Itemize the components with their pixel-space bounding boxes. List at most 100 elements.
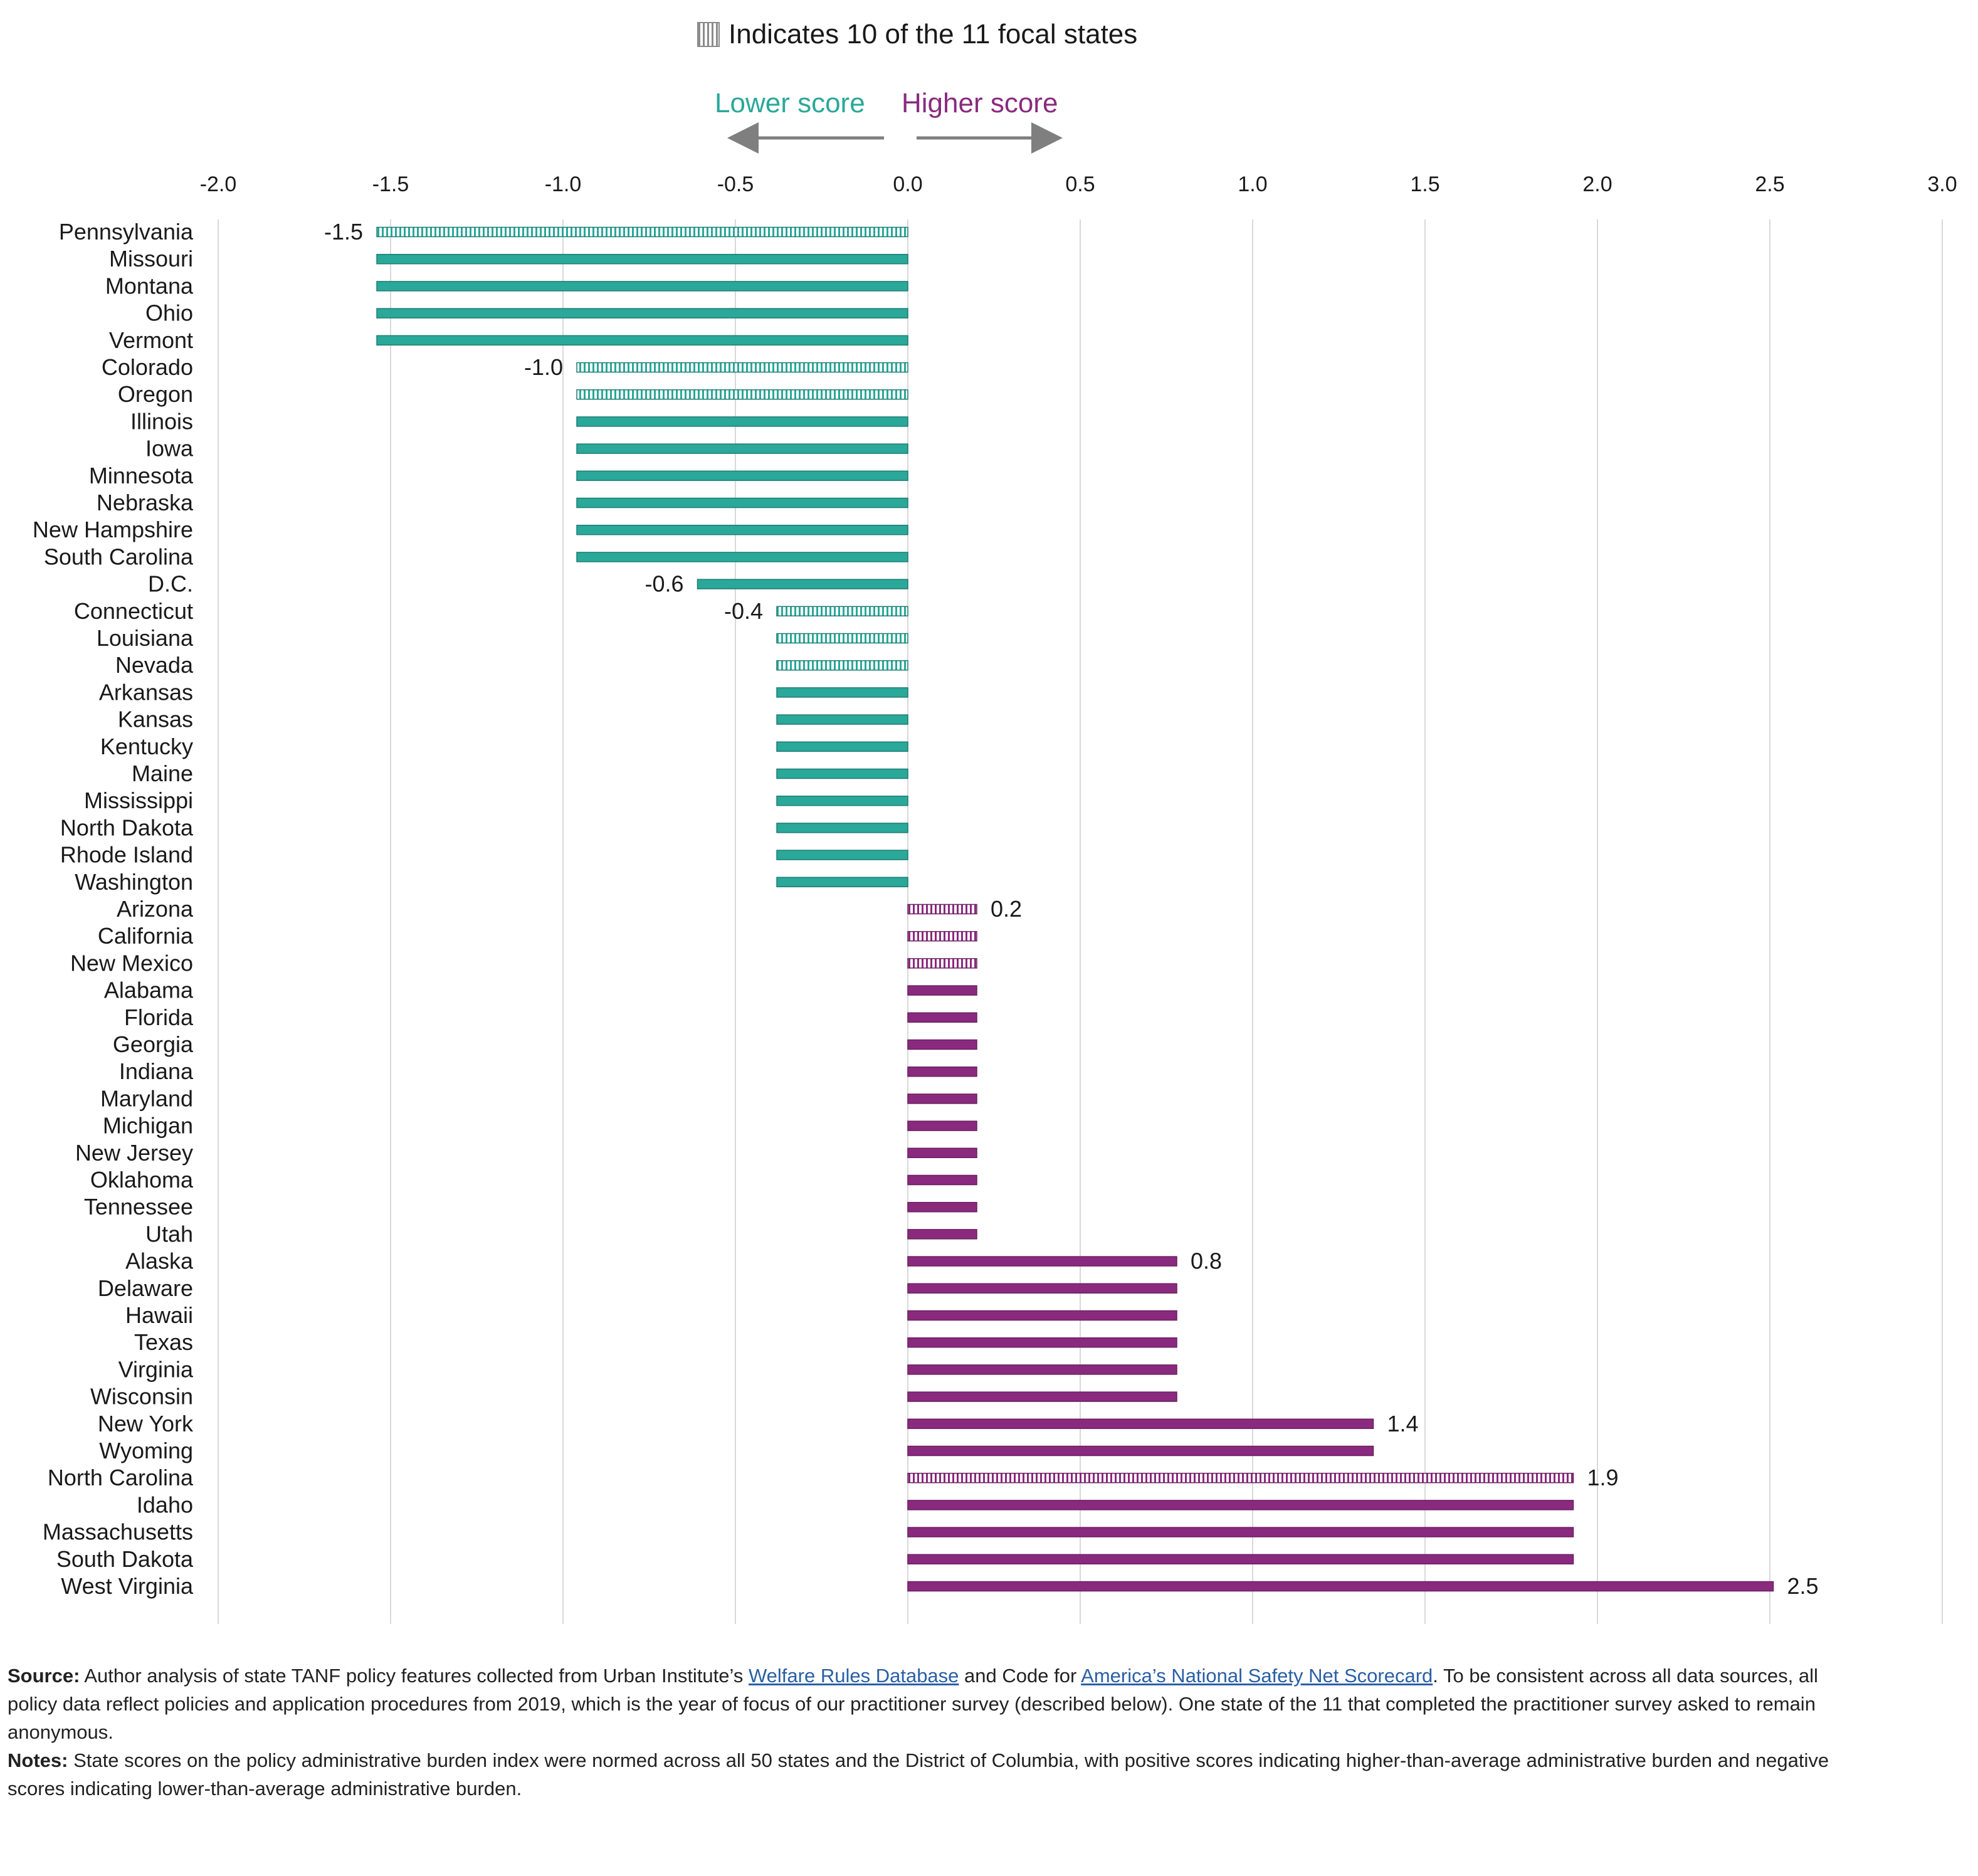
state-label: Rhode Island bbox=[60, 842, 193, 868]
state-label: Missouri bbox=[109, 246, 193, 271]
bar-arkansas bbox=[776, 687, 908, 698]
welfare-rules-database-link[interactable]: Welfare Rules Database bbox=[748, 1665, 959, 1687]
state-label: Virginia bbox=[118, 1356, 194, 1382]
bar-louisiana bbox=[776, 633, 908, 644]
bar-massachusetts bbox=[907, 1527, 1574, 1537]
data-label: 0.8 bbox=[1191, 1248, 1222, 1274]
state-label: West Virginia bbox=[61, 1573, 194, 1599]
bar-arizona bbox=[907, 904, 977, 915]
bar-hawaii bbox=[907, 1310, 1177, 1321]
bar-illinois bbox=[576, 416, 908, 427]
source-text-3: . To be consistent across all data sourc… bbox=[8, 1665, 1818, 1743]
data-label: -0.6 bbox=[644, 571, 683, 597]
data-label: 2.5 bbox=[1787, 1573, 1819, 1599]
bar-minnesota bbox=[576, 470, 908, 482]
state-label: Arizona bbox=[117, 896, 194, 922]
focal-states-legend: Indicates 10 of the 11 focal states bbox=[697, 13, 1137, 56]
data-label: 0.2 bbox=[991, 896, 1022, 922]
state-label: North Carolina bbox=[48, 1465, 194, 1490]
state-label: North Dakota bbox=[60, 814, 194, 840]
bar-california bbox=[907, 930, 977, 942]
bar-chart: -2.0 -1.5 -1.0 -0.5 0.0 0.5 1.0 1.5 2.0 2.5 3.0 Pe… bbox=[33, 122, 1957, 1624]
state-label: Indiana bbox=[119, 1058, 194, 1084]
state-label: Georgia bbox=[113, 1031, 194, 1057]
state-label: Kansas bbox=[118, 707, 193, 732]
bar-new-york bbox=[907, 1418, 1374, 1430]
bar-alaska bbox=[907, 1256, 1177, 1267]
data-label: 1.4 bbox=[1387, 1411, 1419, 1436]
bar-oregon bbox=[576, 389, 908, 400]
bar-virginia bbox=[907, 1364, 1177, 1375]
safety-net-scorecard-link[interactable]: America’s National Safety Net Scorecard bbox=[1081, 1665, 1433, 1687]
state-label: Illinois bbox=[130, 408, 193, 434]
state-label: New Mexico bbox=[70, 950, 193, 976]
bar-maine bbox=[776, 768, 908, 779]
state-label: Texas bbox=[134, 1329, 193, 1355]
notes-label: Notes: bbox=[8, 1749, 68, 1771]
bar-new-mexico bbox=[907, 958, 977, 969]
source-label: Source: bbox=[8, 1665, 80, 1687]
state-label: Florida bbox=[124, 1004, 194, 1030]
state-label: Maryland bbox=[100, 1085, 193, 1111]
state-label: South Carolina bbox=[44, 544, 194, 569]
bar-south-carolina bbox=[576, 552, 908, 562]
higher-score-label: Higher score bbox=[902, 88, 1058, 119]
bar-idaho bbox=[907, 1500, 1574, 1510]
state-label: Michigan bbox=[103, 1113, 193, 1139]
x-tick-label: -1.5 bbox=[372, 172, 409, 196]
state-label: Iowa bbox=[145, 436, 194, 461]
state-label: New Jersey bbox=[75, 1140, 193, 1166]
notes-text: State scores on the policy administrativ… bbox=[8, 1749, 1829, 1800]
data-labels: -1.5 -1.0 -0.6 -0.4 0.2 0.8 1.4 1.9 2.5 bbox=[324, 219, 1819, 1599]
data-label: -0.4 bbox=[724, 598, 763, 624]
source-paragraph: Source: Author analysis of state TANF po… bbox=[8, 1662, 1851, 1746]
state-label: Tennessee bbox=[84, 1194, 193, 1220]
bar-tennessee bbox=[907, 1201, 977, 1213]
state-label: Connecticut bbox=[74, 598, 193, 624]
state-label: Wisconsin bbox=[90, 1384, 193, 1410]
bar-west-virginia bbox=[907, 1581, 1774, 1592]
x-tick-label: 3.0 bbox=[1927, 172, 1957, 196]
bar-ohio bbox=[376, 308, 908, 319]
state-label: Maine bbox=[132, 761, 193, 786]
state-label: Alaska bbox=[125, 1248, 194, 1274]
hatch-swatch-icon bbox=[697, 22, 720, 47]
x-tick-label: 0.0 bbox=[893, 172, 922, 196]
bar-florida bbox=[907, 1012, 977, 1023]
lower-score-label: Lower score bbox=[715, 88, 865, 119]
x-tick-label: -0.5 bbox=[717, 172, 754, 196]
bar-new-hampshire bbox=[576, 524, 908, 535]
bar-colorado bbox=[576, 362, 908, 373]
state-label: Pennsylvania bbox=[59, 219, 194, 245]
x-tick-label: -2.0 bbox=[200, 172, 237, 196]
state-label: Mississippi bbox=[84, 788, 193, 813]
state-label: Arkansas bbox=[99, 679, 193, 705]
state-label: California bbox=[98, 923, 194, 949]
bar-utah bbox=[907, 1229, 977, 1240]
bar-iowa bbox=[576, 443, 908, 454]
state-label: New York bbox=[98, 1411, 194, 1436]
bar-michigan bbox=[907, 1120, 977, 1131]
state-label: Alabama bbox=[104, 978, 194, 1003]
state-label: Oklahoma bbox=[90, 1167, 194, 1193]
bar-rhode-island bbox=[776, 850, 908, 860]
bar-new-jersey bbox=[907, 1147, 977, 1159]
x-tick-label: 2.0 bbox=[1582, 172, 1612, 196]
bar-oklahoma bbox=[907, 1174, 977, 1186]
notes-paragraph: Notes: State scores on the policy admini… bbox=[8, 1746, 1851, 1803]
state-label: Oregon bbox=[118, 381, 193, 407]
state-label: Louisiana bbox=[97, 625, 194, 651]
source-text-1: Author analysis of state TANF policy fea… bbox=[80, 1665, 749, 1687]
bar-north-carolina bbox=[907, 1472, 1574, 1483]
bar-d-c bbox=[697, 579, 908, 589]
state-label: Delaware bbox=[98, 1275, 193, 1301]
source-text-2: and Code for bbox=[959, 1665, 1081, 1687]
gridlines bbox=[218, 219, 1943, 1624]
data-label: -1.0 bbox=[524, 354, 563, 380]
bar-kansas bbox=[776, 714, 908, 725]
bar-montana bbox=[376, 281, 908, 292]
bar-indiana bbox=[907, 1066, 977, 1077]
x-tick-label: 1.0 bbox=[1238, 172, 1267, 196]
state-label: Ohio bbox=[145, 300, 193, 326]
bar-kentucky bbox=[776, 741, 908, 752]
